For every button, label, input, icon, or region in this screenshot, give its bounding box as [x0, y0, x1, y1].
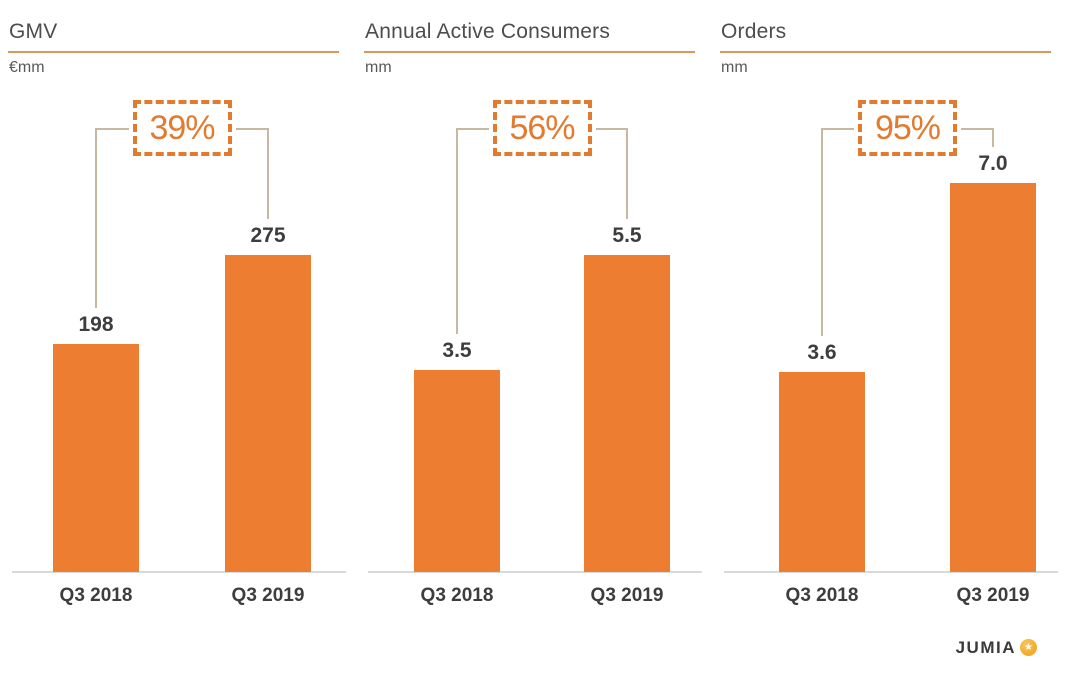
bar-q3-2019 — [225, 255, 311, 572]
x-axis-label: Q3 2018 — [785, 585, 859, 606]
title-underline — [8, 51, 339, 53]
x-axis-line — [368, 571, 702, 573]
x-axis-label: Q3 2019 — [231, 585, 305, 606]
x-axis-label: Q3 2018 — [59, 585, 133, 606]
x-axis-line — [12, 571, 346, 573]
unit-label: mm — [721, 59, 748, 76]
connector-left-horizontal — [456, 128, 489, 130]
connector-left-vertical — [456, 128, 458, 334]
star-icon: ★ — [1020, 639, 1037, 656]
connector-left-vertical — [95, 128, 97, 308]
value-label: 3.5 — [442, 339, 472, 362]
x-axis-label: Q3 2018 — [420, 585, 494, 606]
x-axis-line — [724, 571, 1058, 573]
growth-badge: 95% — [858, 100, 957, 156]
unit-label: €mm — [9, 59, 45, 76]
connector-left-horizontal — [821, 128, 854, 130]
unit-label: mm — [365, 59, 392, 76]
chart-title: GMV — [9, 20, 58, 43]
connector-left-vertical — [821, 128, 823, 336]
connector-left-horizontal — [95, 128, 129, 130]
connector-right-horizontal — [595, 128, 628, 130]
growth-label: 39% — [149, 109, 215, 147]
value-label: 198 — [78, 313, 114, 336]
connector-right-vertical — [267, 128, 269, 219]
x-axis-label: Q3 2019 — [956, 585, 1030, 606]
bar-q3-2019 — [950, 183, 1036, 572]
jumia-logo-text: JUMIA — [955, 638, 1016, 657]
connector-right-vertical — [626, 128, 628, 219]
bar-q3-2018 — [414, 370, 500, 572]
value-label: 7.0 — [978, 152, 1008, 175]
connector-right-vertical — [992, 128, 994, 147]
chart-title: Orders — [721, 20, 787, 43]
growth-label: 95% — [874, 109, 941, 147]
chart-panel-gmv: GMV €mm 39% 198 275 Q3 2018 Q3 2019 — [8, 0, 346, 687]
title-underline — [720, 51, 1051, 53]
growth-label: 56% — [509, 109, 575, 147]
title-underline — [364, 51, 695, 53]
bar-q3-2018 — [53, 344, 139, 572]
value-label: 5.5 — [612, 224, 642, 247]
bar-q3-2018 — [779, 372, 865, 572]
connector-right-horizontal — [235, 128, 269, 130]
chart-title: Annual Active Consumers — [365, 20, 611, 43]
x-axis-label: Q3 2019 — [590, 585, 664, 606]
chart-panel-annual-active-consumers: Annual Active Consumers mm 56% 3.5 5.5 Q… — [364, 0, 702, 687]
jumia-logo: JUMIA ★ — [956, 639, 1037, 656]
growth-badge: 56% — [492, 100, 592, 156]
bar-q3-2019 — [584, 255, 670, 572]
connector-right-horizontal — [961, 128, 994, 130]
value-label: 3.6 — [807, 341, 837, 364]
chart-panel-orders: Orders mm 95% 3.6 7.0 Q3 2018 Q3 2019 — [720, 0, 1058, 687]
growth-badge: 39% — [132, 100, 232, 156]
value-label: 275 — [250, 224, 286, 247]
